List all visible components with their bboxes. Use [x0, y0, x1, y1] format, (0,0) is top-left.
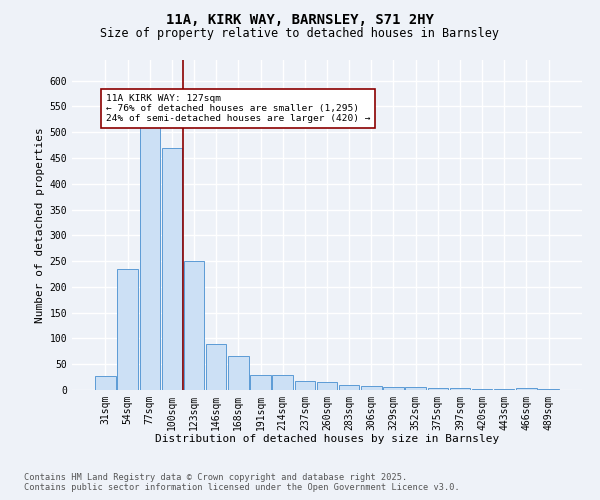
Bar [361, 386, 382, 390]
Bar [538, 389, 559, 390]
Bar [406, 388, 426, 390]
Bar [272, 374, 293, 390]
Bar [383, 388, 404, 390]
Text: Size of property relative to detached houses in Barnsley: Size of property relative to detached ho… [101, 28, 499, 40]
Text: 11A, KIRK WAY, BARNSLEY, S71 2HY: 11A, KIRK WAY, BARNSLEY, S71 2HY [166, 12, 434, 26]
Bar [317, 382, 337, 390]
Bar [118, 269, 138, 390]
X-axis label: Distribution of detached houses by size in Barnsley: Distribution of detached houses by size … [155, 434, 499, 444]
Bar [206, 344, 226, 390]
Bar [161, 148, 182, 390]
Bar [184, 261, 204, 390]
Text: 11A KIRK WAY: 127sqm
← 76% of detached houses are smaller (1,295)
24% of semi-de: 11A KIRK WAY: 127sqm ← 76% of detached h… [106, 94, 370, 124]
Bar [228, 356, 248, 390]
Bar [472, 389, 493, 390]
Text: Contains HM Land Registry data © Crown copyright and database right 2025.
Contai: Contains HM Land Registry data © Crown c… [24, 473, 460, 492]
Bar [428, 388, 448, 390]
Y-axis label: Number of detached properties: Number of detached properties [35, 127, 46, 323]
Bar [339, 385, 359, 390]
Bar [295, 380, 315, 390]
Bar [140, 127, 160, 390]
Bar [95, 376, 116, 390]
Bar [250, 374, 271, 390]
Bar [450, 388, 470, 390]
Bar [516, 388, 536, 390]
